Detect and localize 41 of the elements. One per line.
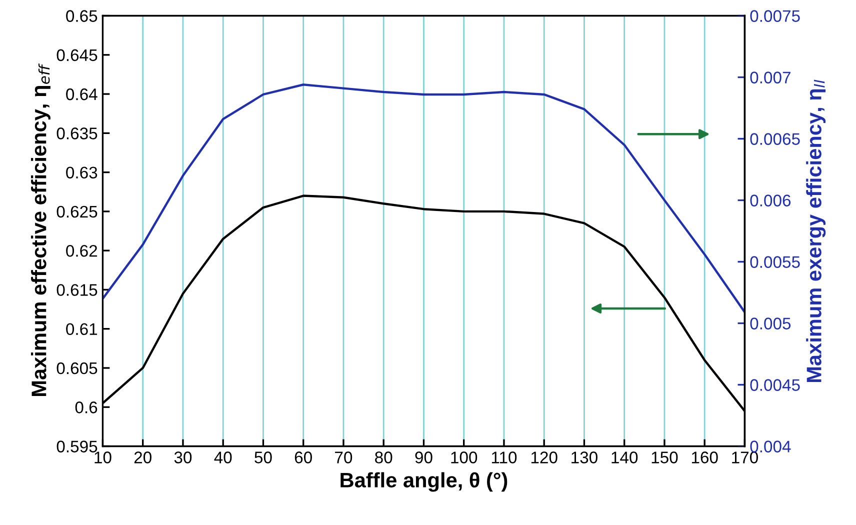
- y-tick-label: 0.61: [66, 323, 98, 336]
- x-tick-label: 20: [134, 452, 152, 464]
- y2-tick-label: 0.007: [750, 72, 790, 84]
- y2-tick-label: 0.005: [750, 318, 791, 330]
- x-tick-label: 170: [732, 452, 758, 464]
- x-axis-title: Baffle angle, θ (°): [340, 472, 508, 492]
- x-tick-label: 130: [572, 452, 598, 464]
- y2-tick-label: 0.0075: [750, 10, 800, 22]
- y-tick-label: 0.6: [75, 402, 98, 414]
- y-tick-label: 0.635: [56, 128, 98, 140]
- x-tick-label: 100: [451, 452, 478, 464]
- y2-tick-label: 0.006: [750, 194, 791, 206]
- y-axis-title: Maximum effective efficiency, η$_{eff}$: [31, 63, 50, 396]
- y-tick-label: 0.64: [66, 88, 98, 100]
- x-tick-label: 110: [492, 452, 517, 464]
- y-tick-label: 0.625: [56, 206, 98, 218]
- y2-tick-label: 0.0065: [750, 133, 800, 145]
- y-tick-label: 0.605: [56, 362, 98, 374]
- x-tick-label: 160: [692, 452, 718, 464]
- x-tick-label: 90: [415, 452, 432, 464]
- y2-tick-label: 0.0055: [750, 256, 800, 268]
- x-tick-label: 150: [652, 452, 678, 464]
- x-tick-label: 80: [375, 452, 392, 464]
- x-tick-label: 70: [335, 452, 352, 464]
- x-tick-label: 140: [612, 452, 638, 464]
- y-tick-label: 0.615: [56, 284, 98, 296]
- y-tick-label: 0.63: [66, 166, 98, 178]
- y2-tick-label: 0.004: [750, 440, 791, 452]
- x-tick-label: 60: [294, 452, 312, 464]
- y-tick-label: 0.62: [66, 244, 98, 257]
- y-tick-label: 0.595: [56, 440, 98, 452]
- y2-axis-title: Maximum exergy efficiency, η$_{II}$: [806, 80, 826, 382]
- x-tick-label: 30: [174, 452, 192, 464]
- y-tick-label: 0.645: [56, 49, 98, 62]
- line-series: [102, 84, 745, 314]
- y2-tick-label: 0.0045: [750, 379, 800, 391]
- y-tick-label: 0.65: [66, 10, 98, 22]
- x-tick-label: 40: [214, 452, 232, 464]
- x-tick-label: 50: [254, 452, 272, 464]
- x-tick-label: 10: [94, 452, 112, 464]
- x-tick-label: 120: [531, 452, 558, 464]
